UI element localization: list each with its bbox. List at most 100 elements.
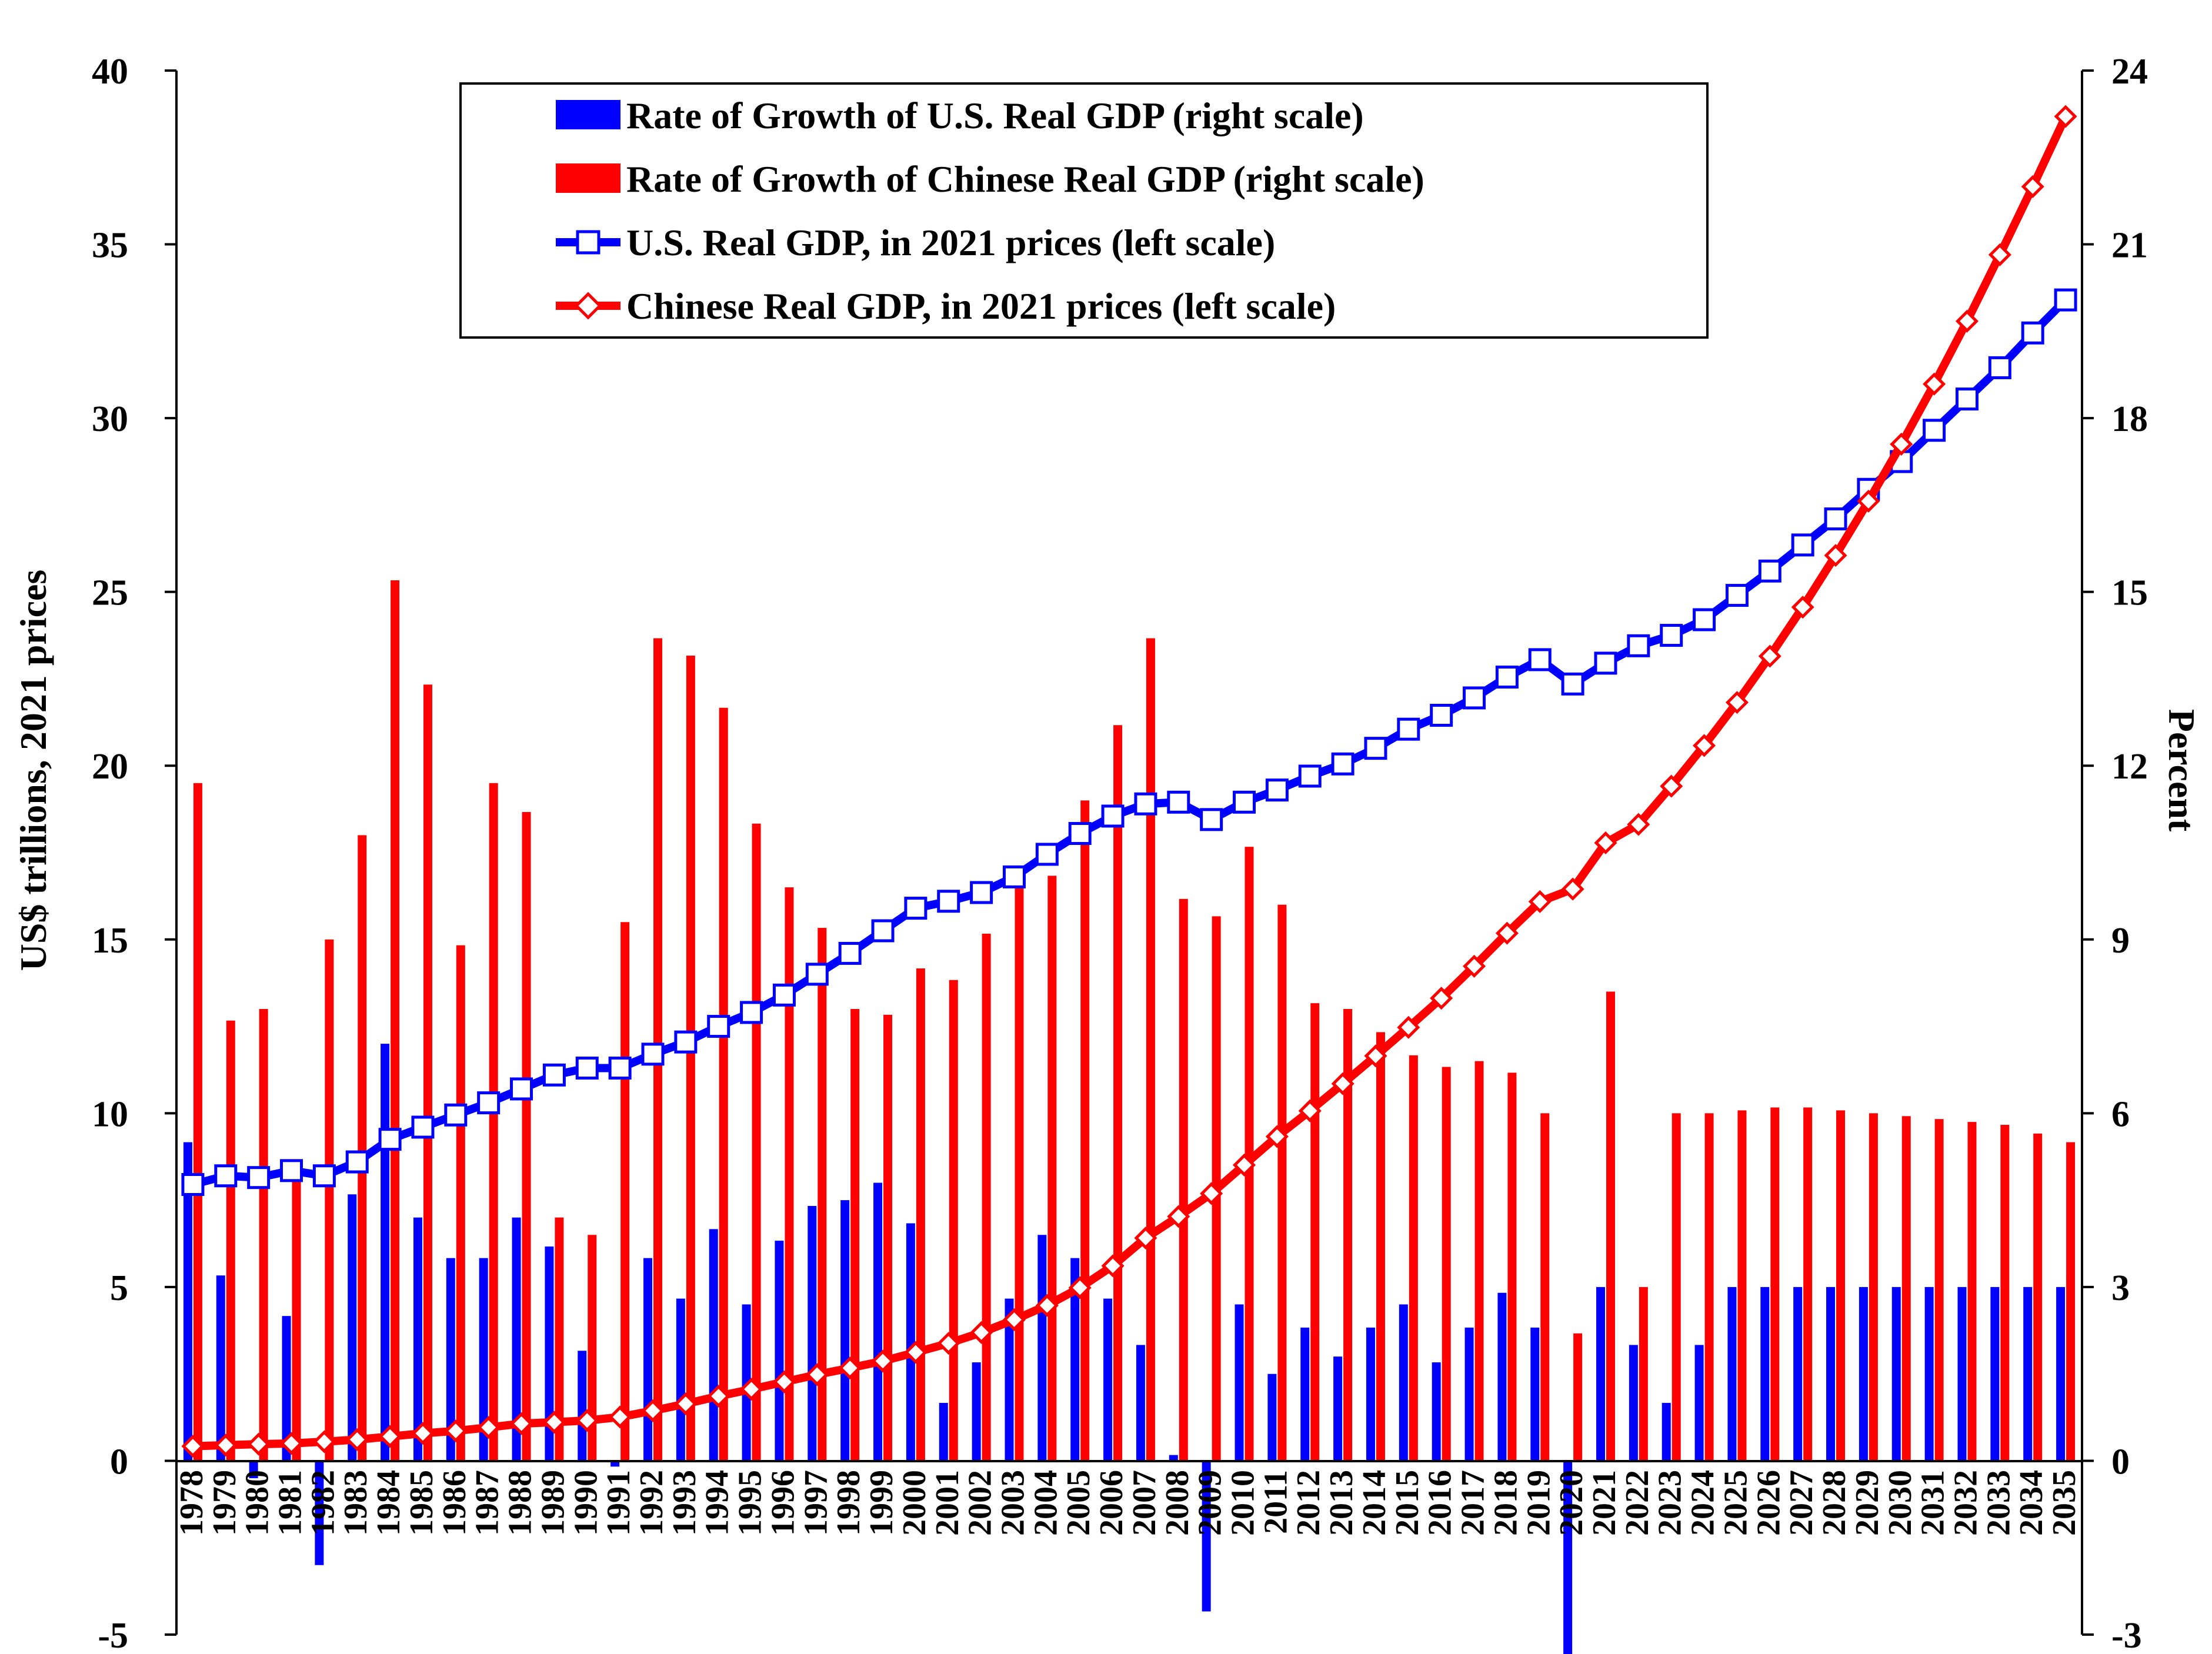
china-gdp-point [1463,954,1486,978]
left-tick-label: 5 [110,1268,128,1308]
us-gdp-point [1167,790,1190,814]
china-gdp-line [181,105,2077,1458]
us-gdp-point [1988,356,2011,379]
us-growth-bar [1661,1402,1671,1461]
us-gdp-point [1265,778,1289,802]
us-gdp-point [805,963,829,986]
china-growth-bar [1343,1009,1353,1461]
us-growth-bar [709,1229,718,1461]
right-tick-label: 24 [2111,52,2148,92]
china-gdp-point [1627,813,1650,836]
us-growth-bar [1037,1235,1047,1461]
right-tick-label: 0 [2111,1442,2130,1482]
us-gdp-point [312,1164,336,1188]
china-gdp-point [641,1399,665,1422]
x-tick-label: 1979 [206,1470,243,1536]
us-gdp-point [1594,651,1617,675]
china-gdp-point [871,1349,895,1373]
china-growth-bar [686,656,695,1461]
china-gdp-point [411,1422,435,1445]
china-growth-bar [2066,1142,2076,1461]
x-tick-label: 2002 [962,1470,999,1536]
china-growth-bar [818,928,827,1461]
us-growth-bars [183,1044,2066,1654]
left-tick-label: 15 [92,921,128,961]
us-gdp-point [1331,752,1354,776]
x-tick-label: 1996 [765,1470,801,1536]
us-growth-bar [183,1142,192,1461]
x-tick-label: 1986 [436,1470,473,1536]
x-tick-label: 1997 [798,1470,834,1536]
x-tick-label: 1981 [272,1470,309,1536]
x-tick-label: 2022 [1619,1470,1656,1536]
x-tick-label: 2012 [1290,1470,1327,1536]
us-gdp-point [247,1166,271,1189]
us-gdp-point [1561,672,1584,696]
china-gdp-point [1857,489,1880,513]
x-tick-label: 1984 [371,1470,407,1536]
x-tick-label: 2019 [1520,1470,1557,1536]
us-gdp-point [1200,808,1223,831]
x-tick-label: 2013 [1323,1470,1360,1536]
china-gdp-point [1134,1227,1157,1250]
us-growth-bar [1070,1258,1080,1461]
china-growth-bar [1474,1061,1484,1461]
us-growth-bar [1957,1287,1967,1461]
china-gdp-point [1988,243,2011,266]
china-gdp-point [1397,1015,1420,1039]
left-tick-label: 40 [92,52,128,92]
x-tick-label: 2010 [1225,1470,1262,1536]
us-gdp-point [1035,843,1059,866]
china-growth-bar [1277,904,1287,1461]
us-gdp-point [1955,387,1979,411]
legend-label-china-gdp: Chinese Real GDP, in 2021 prices (left s… [626,285,1336,327]
china-gdp-series-line [192,115,2070,1451]
x-tick-label: 2032 [1947,1470,1984,1536]
us-growth-bar [282,1316,291,1461]
x-tick-label: 2006 [1093,1470,1130,1536]
china-growth-bar [1245,847,1254,1461]
right-axis-ticks: -3 0 3 6 9 12 15 18 21 24 [2082,52,2148,1654]
us-gdp-point [740,1001,763,1024]
china-growth-bar [1639,1287,1648,1461]
x-tick-label: 2009 [1192,1470,1229,1536]
us-gdp-series-line [192,297,2069,1189]
china-gdp-point [608,1405,632,1429]
china-growth-bar [1179,898,1188,1461]
us-growth-bar [1497,1292,1507,1461]
us-gdp-point [1002,865,1026,888]
x-axis-tick-labels: 1978197919801981198219831984198519861987… [174,1470,2083,1536]
china-growth-bar [1770,1107,1780,1461]
us-growth-bar [1530,1327,1540,1461]
china-growth-bar [1573,1333,1583,1461]
legend-label-china-growth: Rate of Growth of Chinese Real GDP (righ… [626,158,1424,200]
us-gdp-point [707,1015,730,1038]
china-gdp-point [1035,1294,1059,1317]
us-gdp-point [1397,717,1420,741]
china-gdp-point [542,1411,566,1434]
us-growth-bar [1727,1287,1737,1461]
china-gdp-point [674,1392,698,1416]
us-gdp-point [1134,792,1157,816]
china-gdp-point [937,1332,960,1355]
us-growth-bar [1891,1287,1901,1461]
us-gdp-point [674,1030,698,1054]
china-gdp-point [378,1425,402,1448]
china-gdp-point [444,1419,468,1443]
legend-marker-diamond-icon [574,292,602,320]
us-growth-bar [873,1182,883,1461]
us-gdp-point [1660,624,1683,647]
us-growth-bar [2023,1287,2033,1461]
x-tick-label: 1978 [174,1470,210,1536]
china-growth-bar [2000,1125,2010,1461]
us-gdp-line [181,288,2077,1197]
china-growth-bar [358,835,367,1461]
us-gdp-point [1430,704,1453,727]
us-gdp-point [641,1042,665,1066]
china-growth-bar [1409,1055,1418,1461]
us-gdp-point [838,941,862,965]
right-tick-label: 3 [2111,1268,2130,1308]
x-tick-label: 2016 [1422,1470,1459,1536]
china-growth-bar [1606,991,1615,1461]
china-gdp-point [279,1432,303,1455]
